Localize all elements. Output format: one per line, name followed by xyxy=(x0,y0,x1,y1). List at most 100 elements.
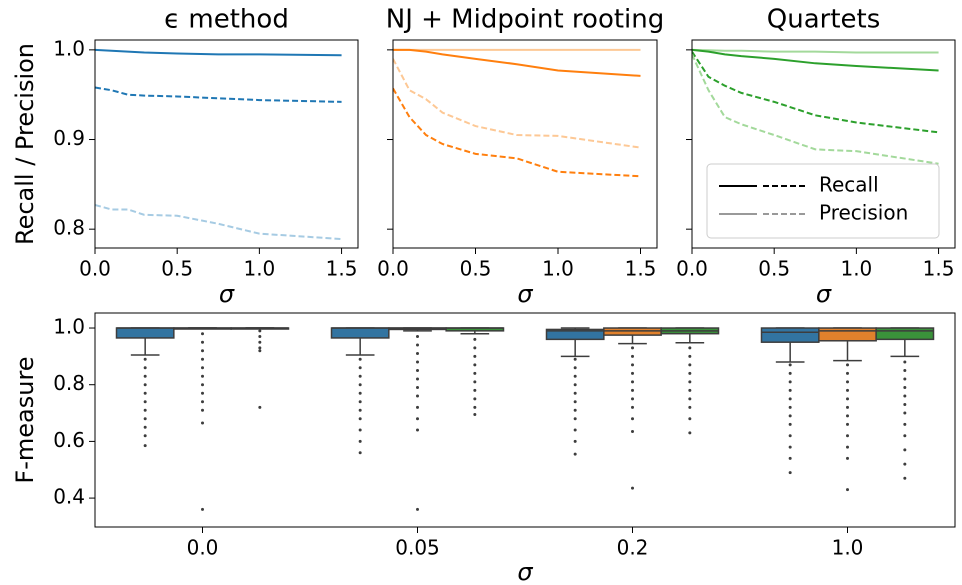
y-tick-label: 1.0 xyxy=(53,315,85,339)
outlier xyxy=(201,421,204,425)
outlier xyxy=(143,444,147,448)
outlier xyxy=(788,380,792,384)
outlier xyxy=(358,357,362,361)
outlier xyxy=(416,428,419,432)
outlier xyxy=(573,357,577,361)
outlier xyxy=(631,486,634,490)
outlier xyxy=(143,400,147,404)
outlier xyxy=(416,417,419,421)
outlier xyxy=(846,414,849,418)
outlier xyxy=(846,371,849,375)
outlier xyxy=(143,391,147,395)
outlier xyxy=(201,374,204,378)
outlier xyxy=(688,417,692,421)
outlier xyxy=(358,417,362,421)
outlier xyxy=(631,417,634,421)
outlier xyxy=(631,429,634,433)
outlier xyxy=(631,388,634,392)
outlier xyxy=(573,408,577,412)
outlier xyxy=(201,349,204,353)
x-tick-label: 0.0 xyxy=(676,257,708,281)
outlier xyxy=(788,371,792,375)
frame xyxy=(691,39,956,249)
outlier xyxy=(416,405,419,409)
outlier xyxy=(358,451,362,455)
outlier xyxy=(788,397,792,401)
outlier xyxy=(688,397,692,401)
outlier xyxy=(473,354,477,358)
y-tick-label: 1.0 xyxy=(53,36,85,60)
outlier xyxy=(631,354,634,358)
line xyxy=(692,51,939,134)
outlier xyxy=(846,488,849,492)
outlier xyxy=(846,434,849,438)
outlier xyxy=(903,448,907,452)
outlier xyxy=(258,340,262,344)
outlier xyxy=(903,422,907,426)
outlier xyxy=(903,476,907,480)
outlier xyxy=(473,337,477,341)
x-tick-label: 0.5 xyxy=(161,257,193,281)
outlier xyxy=(688,371,692,375)
outlier xyxy=(416,386,419,390)
outlier xyxy=(631,397,634,401)
outlier xyxy=(903,411,907,415)
outlier xyxy=(201,366,204,370)
box xyxy=(760,327,820,343)
y-tick-label: 0.4 xyxy=(53,485,85,509)
x-tick-label: 1.0 xyxy=(542,257,574,281)
outlier xyxy=(688,380,692,384)
outlier xyxy=(201,400,204,404)
outlier xyxy=(846,388,849,392)
frame xyxy=(392,39,658,249)
outlier xyxy=(846,445,849,449)
outlier xyxy=(416,360,419,364)
frame xyxy=(94,39,359,249)
outlier xyxy=(473,397,477,401)
box xyxy=(875,327,935,341)
outlier xyxy=(903,403,907,407)
outlier xyxy=(573,391,577,395)
outlier xyxy=(846,405,849,409)
legend-label: Recall xyxy=(819,173,879,197)
panel-title: Quartets xyxy=(767,5,881,35)
outlier xyxy=(473,405,477,409)
outlier xyxy=(846,397,849,401)
outlier xyxy=(358,366,362,370)
box xyxy=(115,327,175,339)
outlier xyxy=(201,391,204,395)
outlier xyxy=(258,349,262,353)
outlier xyxy=(473,380,477,384)
outlier xyxy=(258,346,262,350)
y-tick-label: 0.8 xyxy=(53,216,85,240)
box xyxy=(818,327,877,342)
outlier xyxy=(473,412,477,416)
outlier xyxy=(788,445,792,449)
x-axis-label: σ xyxy=(517,280,533,308)
outlier xyxy=(688,354,692,358)
outlier xyxy=(473,371,477,375)
y-axis-label: Recall / Precision xyxy=(11,43,39,245)
legend-label: Precision xyxy=(819,201,908,225)
outlier xyxy=(573,366,577,370)
outlier xyxy=(143,357,147,361)
outlier xyxy=(143,374,147,378)
line xyxy=(95,48,342,57)
outlier xyxy=(573,417,577,421)
outlier xyxy=(201,357,204,361)
outlier xyxy=(903,462,907,466)
outlier xyxy=(573,374,577,378)
outlier xyxy=(416,394,419,398)
line xyxy=(95,86,342,103)
outlier xyxy=(903,386,907,390)
outlier xyxy=(143,425,147,429)
x-axis-label: σ xyxy=(219,280,235,308)
box xyxy=(330,327,390,339)
x-tick-label: 1.5 xyxy=(326,257,358,281)
outlier xyxy=(416,335,419,339)
outlier xyxy=(846,422,849,426)
outlier xyxy=(358,374,362,378)
outlier xyxy=(258,335,262,339)
outlier xyxy=(201,408,204,412)
